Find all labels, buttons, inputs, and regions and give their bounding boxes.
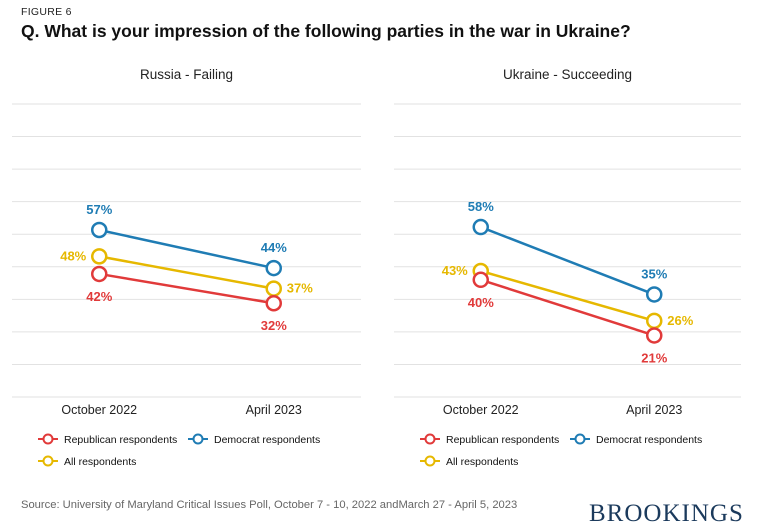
svg-text:37%: 37% — [287, 281, 313, 296]
svg-text:43%: 43% — [442, 263, 468, 278]
svg-text:Republican respondents: Republican respondents — [446, 434, 559, 446]
svg-text:Republican respondents: Republican respondents — [64, 434, 177, 446]
svg-text:42%: 42% — [86, 289, 112, 304]
svg-text:Democrat respondents: Democrat respondents — [596, 434, 702, 446]
svg-text:58%: 58% — [468, 199, 494, 214]
svg-text:35%: 35% — [641, 266, 667, 281]
svg-text:26%: 26% — [667, 313, 693, 328]
svg-text:32%: 32% — [261, 318, 287, 333]
svg-text:All respondents: All respondents — [64, 456, 136, 468]
svg-text:21%: 21% — [641, 350, 667, 365]
svg-text:57%: 57% — [86, 202, 112, 217]
svg-text:48%: 48% — [60, 248, 86, 263]
svg-text:Democrat respondents: Democrat respondents — [214, 434, 320, 446]
svg-text:40%: 40% — [468, 295, 494, 310]
svg-text:44%: 44% — [261, 240, 287, 255]
svg-text:All respondents: All respondents — [446, 456, 518, 468]
